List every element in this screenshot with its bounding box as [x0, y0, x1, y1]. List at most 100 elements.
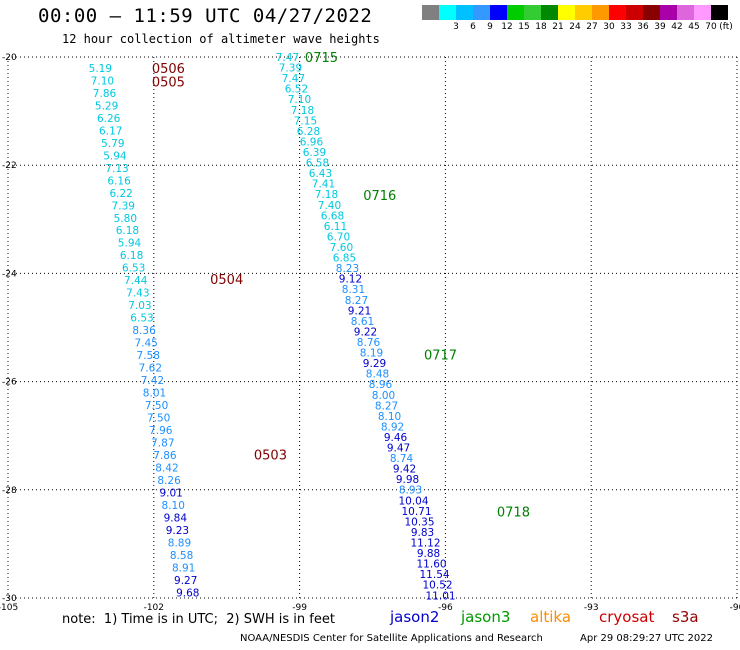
color-scale-tick-label: 18 — [535, 22, 547, 32]
wave-height-value: 9.29 — [363, 358, 386, 370]
color-swatch — [439, 5, 456, 20]
wave-height-value: 7.47 — [282, 73, 305, 85]
color-swatch — [524, 5, 541, 20]
wave-height-value: 8.42 — [155, 463, 178, 475]
wave-height-value: 7.45 — [134, 338, 157, 350]
color-swatch — [677, 5, 694, 20]
color-scale-tick-label: 9 — [487, 22, 493, 32]
wave-height-value: 9.68 — [176, 588, 199, 600]
wave-height-value: 9.83 — [411, 527, 434, 539]
wave-height-value: 6.52 — [285, 84, 308, 96]
color-scale-tick-label: 24 — [569, 22, 581, 32]
wave-height-value: 8.91 — [172, 563, 195, 575]
wave-height-value: 8.48 — [366, 369, 389, 381]
wave-height-value: 11.12 — [410, 538, 440, 550]
wave-height-value: 7.15 — [294, 115, 317, 127]
wave-height-value: 8.10 — [162, 500, 185, 512]
color-swatch — [558, 5, 575, 20]
wave-height-value: 9.47 — [387, 443, 410, 455]
wave-height-value: 7.60 — [330, 242, 353, 254]
wave-height-value: 5.19 — [89, 63, 112, 75]
wave-height-value: 10.52 — [423, 580, 453, 592]
pass-time-label: 0715 — [305, 51, 338, 66]
wave-height-value: 6.26 — [97, 113, 121, 125]
wave-height-value: 7.10 — [91, 75, 114, 87]
wave-height-value: 8.23 — [336, 263, 359, 275]
color-swatch — [490, 5, 507, 20]
satellite-label-jason3: jason3 — [461, 608, 511, 626]
color-swatch — [575, 5, 592, 20]
wave-height-value: 8.76 — [357, 337, 381, 349]
wave-height-value: 7.50 — [145, 400, 168, 412]
wave-height-value: 10.04 — [398, 495, 428, 507]
y-tick-label: -22 — [2, 161, 17, 171]
color-swatch — [592, 5, 609, 20]
wave-height-value: 8.58 — [170, 550, 193, 562]
wave-height-value: 7.86 — [93, 88, 117, 100]
wave-height-value: 7.42 — [141, 375, 164, 387]
wave-height-value: 7.47 — [276, 52, 299, 64]
wave-height-value: 8.00 — [372, 390, 395, 402]
wave-height-value: 10.35 — [404, 516, 434, 528]
color-scale-unit-label: (ft) — [719, 22, 733, 32]
satellite-label-cryosat: cryosat — [599, 608, 655, 626]
generated-timestamp: Apr 29 08:29:27 UTC 2022 — [580, 633, 713, 644]
pass-time-label: 0717 — [424, 349, 457, 364]
y-tick-label: -28 — [2, 486, 17, 496]
color-scale-tick-label: 12 — [501, 22, 513, 32]
wave-height-value: 9.84 — [164, 513, 188, 525]
wave-height-value: 8.19 — [360, 348, 383, 360]
wave-height-value: 6.53 — [122, 263, 145, 275]
wave-height-value: 8.93 — [399, 485, 422, 497]
y-tick-label: -20 — [2, 53, 17, 63]
wave-height-value: 8.96 — [369, 379, 393, 391]
y-tick-label: -30 — [2, 594, 17, 604]
color-swatch — [473, 5, 490, 20]
wave-height-value: 8.10 — [378, 411, 401, 423]
wave-height-value: 6.18 — [116, 225, 139, 237]
wave-height-value: 8.27 — [345, 295, 368, 307]
wave-height-value: 10.71 — [401, 506, 431, 518]
wave-height-value: 7.18 — [315, 189, 338, 201]
wave-height-value: 7.13 — [105, 163, 128, 175]
wave-height-value: 5.94 — [103, 150, 127, 162]
wave-height-value: 7.40 — [318, 200, 341, 212]
wave-height-value: 6.17 — [99, 125, 122, 137]
wave-height-value: 9.21 — [348, 305, 371, 317]
color-swatch — [507, 5, 524, 20]
color-scale-tick-label: 39 — [654, 22, 666, 32]
color-swatch — [541, 5, 558, 20]
wave-height-value: 8.26 — [157, 475, 181, 487]
x-tick-label: -102 — [144, 603, 164, 613]
wave-height-value: 6.28 — [297, 126, 320, 138]
wave-height-value: 11.54 — [420, 569, 450, 581]
color-scale-tick-label: 21 — [552, 22, 564, 32]
color-scale-tick-label: 70 — [705, 22, 717, 32]
wave-height-value: 7.87 — [151, 438, 174, 450]
color-swatch — [422, 5, 439, 20]
wave-height-value: 6.68 — [321, 210, 344, 222]
wave-height-value: 6.96 — [300, 136, 324, 148]
wave-height-value: 7.18 — [291, 105, 314, 117]
wave-height-value: 5.94 — [118, 238, 142, 250]
pass-time-label: 0718 — [497, 505, 530, 520]
wave-height-value: 5.29 — [95, 100, 118, 112]
wave-height-value: 9.22 — [354, 326, 377, 338]
wave-height-value: 6.11 — [324, 221, 347, 233]
color-scale-tick-label: 6 — [470, 22, 476, 32]
wave-height-value: 7.44 — [124, 275, 148, 287]
x-tick-label: -105 — [0, 603, 18, 613]
wave-height-value: 9.98 — [396, 474, 419, 486]
color-swatch — [609, 5, 626, 20]
wave-height-value: 8.27 — [375, 400, 398, 412]
wave-height-value: 7.10 — [288, 94, 311, 106]
x-tick-label: -99 — [292, 603, 307, 613]
wave-height-value: 9.46 — [384, 432, 408, 444]
page-subtitle: 12 hour collection of altimeter wave hei… — [62, 32, 380, 46]
pass-time-label: 0506 — [152, 62, 185, 77]
wave-height-value: 6.22 — [109, 188, 132, 200]
wave-height-value: 6.16 — [107, 175, 131, 187]
wave-height-value: 9.12 — [339, 274, 362, 286]
wave-height-value: 7.50 — [147, 413, 170, 425]
